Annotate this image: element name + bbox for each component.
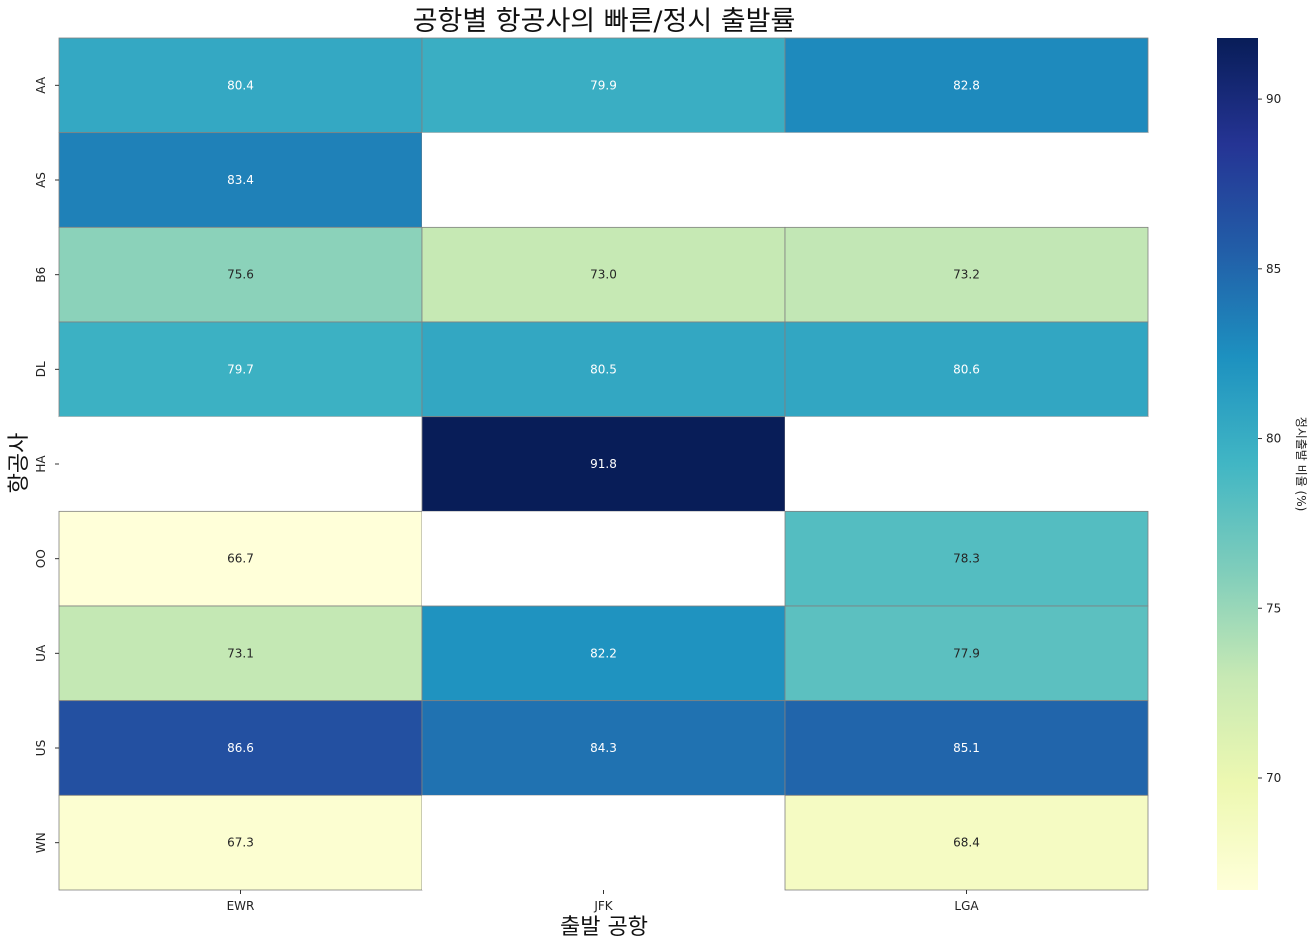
y-tick-label: US	[34, 740, 48, 756]
colorbar-tick-label: 80	[1266, 432, 1281, 446]
cell-value-label: 67.3	[227, 836, 254, 850]
x-axis-ticks: EWR JFK LGA	[227, 890, 979, 913]
heatmap-cell-WN-EWR	[58, 794, 423, 891]
colorbar: 70 75 80 85 90 정시출발 비율 (%)	[1217, 38, 1308, 890]
heatmap-cell-WN-JFK	[422, 795, 785, 890]
heatmap-cell-AA-EWR	[58, 37, 423, 134]
colorbar-tick-label: 85	[1266, 262, 1281, 276]
heatmap-cell-US-JFK	[421, 700, 786, 796]
heatmap-cell-B6-LGA	[784, 226, 1149, 323]
heatmap-cell-AS-JFK	[422, 132, 785, 228]
y-tick-label: DL	[34, 361, 48, 377]
cell-value-label: 86.6	[227, 741, 254, 755]
cell-value-label: 77.9	[953, 646, 980, 660]
heatmap-cell-DL-LGA	[784, 321, 1149, 418]
heatmap-cell-HA-JFK	[421, 416, 786, 512]
y-tick-label: UA	[34, 644, 48, 662]
cell-value-label: 79.7	[227, 362, 254, 376]
heatmap-cell-OO-LGA	[784, 510, 1149, 607]
colorbar-tick-label: 90	[1266, 92, 1281, 106]
heatmap-cell-OO-JFK	[422, 511, 785, 606]
x-tick-label: JFK	[593, 899, 613, 913]
colorbar-label: 정시출발 비율 (%)	[1294, 417, 1308, 512]
heatmap-cell-OO-EWR	[58, 510, 423, 607]
y-tick-label: OO	[34, 549, 48, 568]
x-tick-label: LGA	[954, 899, 979, 913]
cell-value-label: 80.6	[953, 362, 980, 376]
cell-value-label: 91.8	[590, 457, 617, 471]
cell-value-label: 66.7	[227, 552, 254, 566]
y-tick-label: AA	[34, 76, 48, 94]
cell-value-label: 78.3	[953, 552, 980, 566]
heatmap-cell-B6-EWR	[58, 226, 423, 323]
heatmap-cell-US-LGA	[784, 700, 1149, 796]
cell-value-label: 84.3	[590, 741, 617, 755]
cell-value-label: 80.4	[227, 78, 254, 92]
cell-value-label: 75.6	[227, 268, 254, 282]
heatmap-cell-AS-LGA	[785, 132, 1148, 228]
heatmap-cell-DL-EWR	[58, 321, 423, 418]
heatmap-cell-UA-JFK	[421, 605, 786, 702]
colorbar-tick-label: 70	[1266, 771, 1281, 785]
cell-value-label: 73.2	[953, 268, 980, 282]
cell-value-label: 83.4	[227, 173, 254, 187]
cell-value-label: 85.1	[953, 741, 980, 755]
heatmap-cell-WN-LGA	[784, 794, 1149, 891]
x-axis-title: 출발 공항	[560, 915, 648, 940]
cell-value-label: 79.9	[590, 78, 617, 92]
cell-value-label: 82.8	[953, 78, 980, 92]
y-tick-label: HA	[34, 455, 48, 473]
y-tick-label: B6	[34, 267, 48, 283]
colorbar-gradient	[1217, 38, 1258, 890]
chart-title: 공항별 항공사의 빠른/정시 출발률	[413, 6, 796, 37]
heatmap-cells	[58, 37, 1149, 891]
heatmap-cell-AA-LGA	[784, 37, 1149, 134]
cell-value-label: 73.0	[590, 268, 617, 282]
cell-value-label: 68.4	[953, 836, 980, 850]
cell-value-label: 82.2	[590, 646, 617, 660]
x-tick-label: EWR	[227, 899, 255, 913]
colorbar-ticks: 70 75 80 85 90	[1258, 92, 1281, 785]
y-tick-label: WN	[34, 832, 48, 853]
cell-value-label: 80.5	[590, 362, 617, 376]
y-tick-label: AS	[34, 172, 48, 188]
heatmap-cell-labels: 80.4 79.9 82.8 83.4 75.6 73.0 73.2 79.7 80.5 80.6…	[227, 78, 980, 849]
heatmap-cell-AS-EWR	[58, 132, 423, 228]
heatmap-cell-UA-LGA	[784, 605, 1149, 702]
heatmap-cell-B6-JFK	[421, 226, 786, 323]
colorbar-tick-label: 75	[1266, 601, 1281, 615]
y-axis-ticks: AA AS B6 DL HA OO UA US WN	[34, 76, 59, 853]
heatmap-cell-AA-JFK	[421, 37, 786, 134]
heatmap-cell-HA-EWR	[59, 416, 422, 512]
heatmap-cell-US-EWR	[58, 700, 423, 796]
heatmap-cell-HA-LGA	[785, 416, 1148, 512]
cell-value-label: 73.1	[227, 646, 254, 660]
y-axis-title: 항공사	[7, 433, 32, 494]
